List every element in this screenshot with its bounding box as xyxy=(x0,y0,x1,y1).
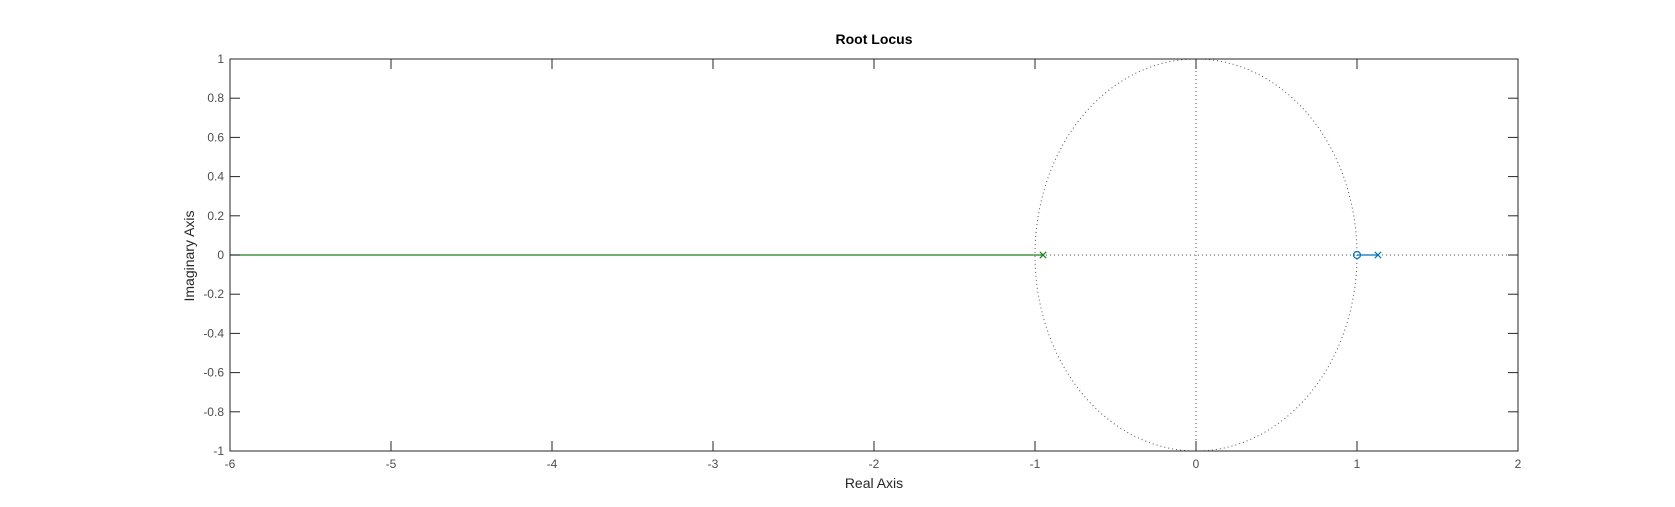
x-tick-label: -1 xyxy=(1030,457,1041,471)
y-tick-label: -0.8 xyxy=(203,405,224,419)
y-tick-label: -1 xyxy=(213,444,224,458)
y-tick-label: -0.2 xyxy=(203,287,224,301)
x-tick-label: -5 xyxy=(386,457,397,471)
x-tick-label: -2 xyxy=(869,457,880,471)
y-tick-label: 0.6 xyxy=(207,130,224,144)
y-axis-label: Imaginary Axis xyxy=(181,210,197,301)
x-tick-label: -4 xyxy=(547,457,558,471)
pole-marker-2 xyxy=(1039,251,1047,259)
chart-title: Root Locus xyxy=(836,31,913,47)
y-tick-label: 0.4 xyxy=(207,170,224,184)
y-tick-label: 0.2 xyxy=(207,209,224,223)
x-tick-label: -3 xyxy=(708,457,719,471)
x-axis-label: Real Axis xyxy=(845,475,903,491)
plot-area: -6 -5 -4 -3 -2 -1 0 1 2 -1 -0.8 -0.6 -0.4 -0.2 0 0.2 0.4… xyxy=(203,52,1521,471)
x-tick-label: 0 xyxy=(1193,457,1200,471)
zero-marker-1 xyxy=(1352,250,1362,260)
x-tick-label: 1 xyxy=(1354,457,1361,471)
x-tick-label: 2 xyxy=(1515,457,1522,471)
y-tick-label: 0.8 xyxy=(207,91,224,105)
y-tick-label: 0 xyxy=(217,248,224,262)
pole-marker-1 xyxy=(1374,251,1382,259)
x-tick-label: -6 xyxy=(225,457,236,471)
y-tick-label: 1 xyxy=(217,52,224,66)
y-tick-label: -0.4 xyxy=(203,326,224,340)
y-tick-label: -0.6 xyxy=(203,366,224,380)
